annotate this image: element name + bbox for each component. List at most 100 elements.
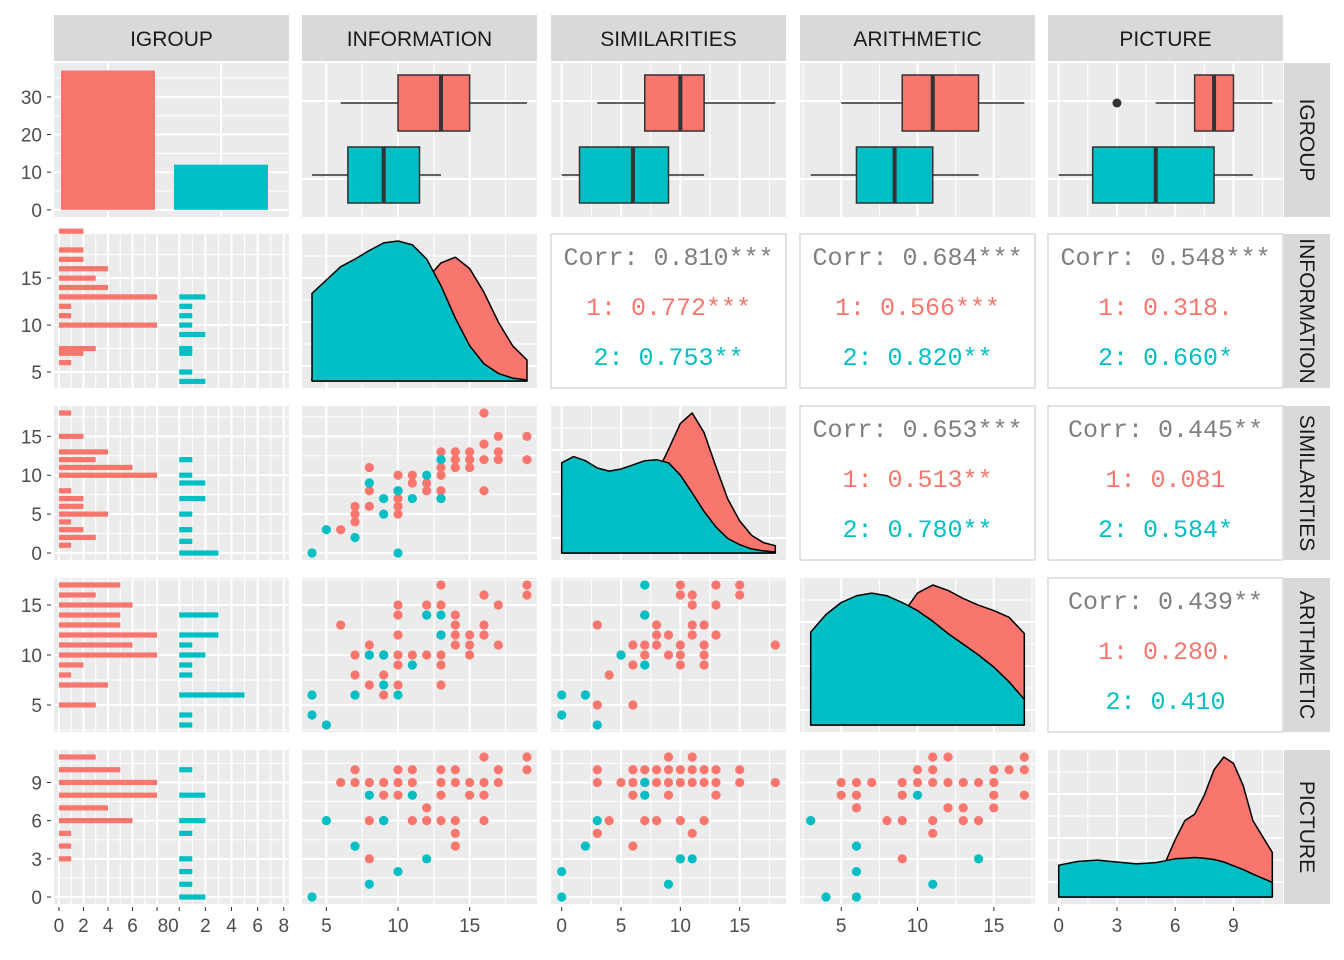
scatter-point (321, 816, 331, 826)
histogram-bar (179, 856, 193, 862)
scatter-point (770, 777, 780, 788)
scatter-point (436, 447, 446, 457)
scatter-point (522, 765, 532, 775)
corr-overall: Corr: 0.548*** (1060, 244, 1270, 273)
histogram-bar (58, 805, 108, 811)
histogram-bar (179, 457, 193, 463)
correlation-arithmetic-picture: Corr: 0.439** 1: 0.280. 2: 0.410 (1068, 588, 1263, 717)
histogram-arithmetic-1 (58, 582, 158, 708)
igroup-bar-1 (61, 70, 155, 210)
scatter-point (652, 816, 662, 826)
scatter-point (407, 478, 417, 488)
scatter-point (652, 777, 662, 788)
scatter-point (450, 630, 460, 640)
scatter-point (770, 640, 780, 650)
scatter-point (912, 790, 923, 800)
scatter-point (436, 486, 446, 496)
scatter-point (652, 640, 662, 650)
histogram-bar (179, 511, 193, 517)
y-tick-igroup: 30 (21, 88, 42, 109)
scatter-point (465, 630, 475, 640)
scatter-point (393, 777, 403, 788)
scatter-point (493, 765, 503, 775)
histogram-bar (179, 538, 193, 544)
histogram-bar (58, 702, 96, 708)
scatter-point (592, 816, 602, 826)
histogram-bar (58, 642, 133, 648)
histogram-bar (58, 266, 108, 272)
scatter-point (364, 816, 374, 826)
scatter-point (436, 660, 446, 670)
scatter-point (407, 816, 417, 826)
scatter-point (379, 509, 389, 519)
x-tick-similarities: 5 (616, 916, 627, 937)
corr-group-2: 2: 0.410 (1105, 688, 1225, 717)
scatter-point (379, 816, 389, 826)
scatter-point (628, 640, 638, 650)
scatter-point (364, 650, 374, 660)
x-tick-similarities: 10 (670, 916, 691, 937)
igroup-bar-2 (174, 164, 268, 210)
x-tick-count: 0 (54, 916, 65, 937)
scatter-point (882, 816, 892, 826)
histogram-bar (58, 303, 72, 309)
scatter-point (422, 470, 432, 480)
x-tick-arithmetic: 5 (836, 916, 847, 937)
x-tick-information: 15 (459, 916, 480, 937)
scatter-point (479, 620, 489, 630)
histogram-bar (179, 767, 193, 773)
scatter-point (436, 600, 446, 610)
x-tick-count: 2 (200, 916, 211, 937)
scatter-point (928, 828, 938, 838)
scatter-point (450, 841, 460, 851)
scatter-point (522, 752, 532, 762)
scatter-point (851, 803, 862, 813)
x-tick-count: 6 (127, 916, 138, 937)
histogram-bar (179, 692, 245, 698)
scatter-point (989, 790, 999, 800)
strip-right-label-arithmetic: ARITHMETIC (1295, 591, 1318, 719)
scatter-point (436, 462, 446, 473)
box (1091, 146, 1215, 204)
scatter-point (851, 892, 862, 902)
scatter-point (836, 790, 846, 800)
grid-4-2 (551, 750, 786, 904)
density-picture-2 (1057, 856, 1274, 898)
scatter-point (836, 777, 846, 788)
histogram-bar (58, 495, 84, 502)
histogram-bar (179, 322, 193, 328)
scatter-point (465, 650, 475, 660)
scatter-point (364, 854, 374, 864)
box (578, 146, 670, 204)
scatter-point (422, 816, 432, 826)
histogram-bar (58, 792, 158, 798)
scatter-point (436, 765, 446, 775)
scatter-point (687, 630, 697, 640)
scatter-point (393, 790, 403, 800)
scatter-point (652, 630, 662, 640)
scatter-point (675, 765, 685, 775)
boxplot-arithmetic-2 (810, 146, 979, 204)
histogram-bar (58, 582, 121, 588)
strip-top-label-arithmetic: ARITHMETIC (853, 28, 981, 51)
corr-group-2: 2: 0.753** (593, 344, 743, 373)
scatter-point (663, 630, 674, 640)
scatter-point (350, 509, 360, 519)
scatter-point (493, 777, 503, 788)
scatter-point (851, 841, 862, 851)
histogram-bar (58, 767, 121, 773)
scatter-point (699, 620, 709, 630)
scatter-point (350, 670, 360, 680)
histogram-bar (58, 652, 158, 658)
correlation-similarities-picture: Corr: 0.445** 1: 0.081 2: 0.584* (1068, 416, 1263, 545)
histogram-picture-1 (58, 754, 158, 862)
panel-1-0 (54, 234, 289, 388)
panel-2-4 (1047, 405, 1284, 561)
scatter-point (436, 493, 446, 504)
scatter-point (465, 790, 475, 800)
scatter-point (897, 816, 907, 826)
scatter-point (699, 650, 709, 660)
scatter-point (364, 680, 374, 690)
scatter-point (943, 777, 953, 788)
box (644, 74, 705, 132)
